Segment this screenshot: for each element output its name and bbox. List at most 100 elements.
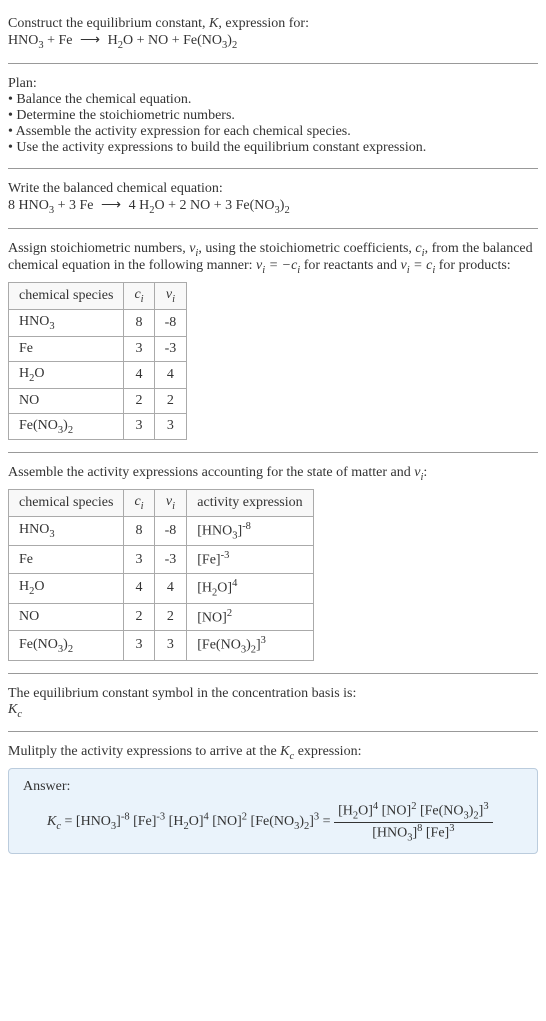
divider <box>8 731 538 732</box>
numerator: [H2O]4 [NO]2 [Fe(NO3)2]3 <box>334 801 493 822</box>
table-row: Fe3-3[Fe]-3 <box>9 546 314 574</box>
intro-text-b: , expression for: <box>218 16 309 31</box>
stoich-table: chemical species ci νi HNO38-8Fe3-3H2O44… <box>8 282 187 440</box>
cell-activity: [H2O]4 <box>187 574 313 603</box>
activity-table: chemical species ci νi activity expressi… <box>8 489 314 660</box>
coef: 4 <box>129 198 136 213</box>
cell-ci: 3 <box>124 336 154 361</box>
table-row: Fe(NO3)233[Fe(NO3)2]3 <box>9 631 314 660</box>
table-row: NO22[NO]2 <box>9 603 314 631</box>
cell-species: HNO3 <box>9 516 124 545</box>
answer-box: Answer: Kc = [HNO3]-8 [Fe]-3 [H2O]4 [NO]… <box>8 768 538 854</box>
plan-bullet-3: • Assemble the activity expression for e… <box>8 124 538 140</box>
reactant-1: HNO3 <box>8 33 44 48</box>
intro-section: Construct the equilibrium constant, K, e… <box>8 8 538 59</box>
cell-vi: -3 <box>154 546 187 574</box>
coef: 3 <box>69 198 76 213</box>
coef: 2 <box>179 198 186 213</box>
term: [HNO3]-8 <box>76 814 130 829</box>
cell-activity: [Fe]-3 <box>187 546 313 574</box>
assemble-section: Assemble the activity expressions accoun… <box>8 457 538 668</box>
cell-vi: 2 <box>154 388 187 413</box>
nu-i: νi <box>189 241 198 256</box>
cell-ci: 2 <box>124 603 154 631</box>
arrow-icon: ⟶ <box>97 198 125 213</box>
species: Fe(NO3)2 <box>236 198 290 213</box>
c-i: ci <box>415 241 424 256</box>
species: NO <box>190 198 210 213</box>
divider <box>8 168 538 169</box>
k-symbol: K <box>209 16 218 31</box>
species: Fe <box>80 198 94 213</box>
cell-species: H2O <box>9 361 124 388</box>
plan-bullet-2: • Determine the stoichiometric numbers. <box>8 108 538 124</box>
table-row: Fe(NO3)233 <box>9 413 187 440</box>
cell-ci: 8 <box>124 309 154 336</box>
table-row: Fe3-3 <box>9 336 187 361</box>
cell-species: Fe <box>9 336 124 361</box>
intro-text-a: Construct the equilibrium constant, <box>8 16 209 31</box>
denominator: [HNO3]8 [Fe]3 <box>334 823 493 843</box>
cell-activity: [HNO3]-8 <box>187 516 313 545</box>
table-header-row: chemical species ci νi activity expressi… <box>9 490 314 517</box>
species: HNO3 <box>19 198 55 213</box>
plus: + <box>137 33 148 48</box>
arrow-icon: ⟶ <box>76 33 104 48</box>
term: [Fe]-3 <box>133 814 165 829</box>
plus: + <box>47 33 58 48</box>
cell-vi: -8 <box>154 516 187 545</box>
plus: + <box>58 198 69 213</box>
product-1: H2O <box>108 33 134 48</box>
cell-species: Fe(NO3)2 <box>9 631 124 660</box>
divider <box>8 228 538 229</box>
cell-species: HNO3 <box>9 309 124 336</box>
cell-species: H2O <box>9 574 124 603</box>
fraction: [H2O]4 [NO]2 [Fe(NO3)2]3 [HNO3]8 [Fe]3 <box>334 801 493 843</box>
answer-equation: Kc = [HNO3]-8 [Fe]-3 [H2O]4 [NO]2 [Fe(NO… <box>23 795 523 843</box>
cell-ci: 3 <box>124 631 154 660</box>
plan-bullet-1: • Balance the chemical equation. <box>8 92 538 108</box>
multiply-section: Mulitply the activity expressions to arr… <box>8 736 538 862</box>
assign-text: Assign stoichiometric numbers, νi, using… <box>8 241 538 277</box>
plan-title: Plan: <box>8 76 538 92</box>
cell-vi: -3 <box>154 336 187 361</box>
unbalanced-equation: HNO3 + Fe ⟶ H2O + NO + Fe(NO3)2 <box>8 32 538 51</box>
cell-species: Fe(NO3)2 <box>9 413 124 440</box>
cell-ci: 2 <box>124 388 154 413</box>
table-row: H2O44[H2O]4 <box>9 574 314 603</box>
col-activity: activity expression <box>187 490 313 517</box>
kc-symbol-section: The equilibrium constant symbol in the c… <box>8 678 538 728</box>
product-2: NO <box>148 33 168 48</box>
plan-bullet-4: • Use the activity expressions to build … <box>8 140 538 156</box>
coef: 3 <box>225 198 232 213</box>
answer-label: Answer: <box>23 779 523 795</box>
cell-activity: [NO]2 <box>187 603 313 631</box>
col-species: chemical species <box>9 283 124 310</box>
coef: 8 <box>8 198 15 213</box>
plan-section: Plan: • Balance the chemical equation. •… <box>8 68 538 164</box>
table-row: H2O44 <box>9 361 187 388</box>
cell-ci: 4 <box>124 574 154 603</box>
eq-products: νi = ci <box>401 258 436 273</box>
kc-symbol: Kc <box>280 744 294 759</box>
reactant-2: Fe <box>59 33 73 48</box>
plus: + <box>168 198 179 213</box>
divider <box>8 63 538 64</box>
cell-ci: 8 <box>124 516 154 545</box>
cell-vi: -8 <box>154 309 187 336</box>
table-header-row: chemical species ci νi <box>9 283 187 310</box>
species: H2O <box>139 198 165 213</box>
multiply-text: Mulitply the activity expressions to arr… <box>8 744 538 762</box>
intro-line-1: Construct the equilibrium constant, K, e… <box>8 16 538 32</box>
cell-ci: 4 <box>124 361 154 388</box>
cell-vi: 4 <box>154 361 187 388</box>
cell-vi: 3 <box>154 413 187 440</box>
table-row: HNO38-8[HNO3]-8 <box>9 516 314 545</box>
col-species: chemical species <box>9 490 124 517</box>
balanced-equation: 8 HNO3 + 3 Fe ⟶ 4 H2O + 2 NO + 3 Fe(NO3)… <box>8 197 538 216</box>
kc-line-1: The equilibrium constant symbol in the c… <box>8 686 538 702</box>
plus: + <box>214 198 225 213</box>
divider <box>8 452 538 453</box>
term: [H2O]4 <box>169 814 209 829</box>
product-3: Fe(NO3)2 <box>183 33 237 48</box>
